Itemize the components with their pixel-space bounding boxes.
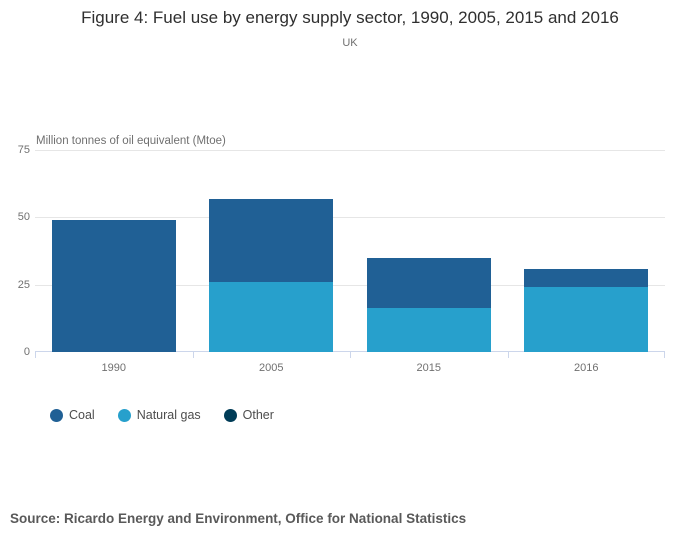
gridline-50: [35, 217, 665, 218]
legend-swatch-coal: [50, 408, 63, 422]
x-tick: [507, 352, 509, 358]
bar-segment-2016-coal[interactable]: [524, 268, 649, 288]
x-axis-label-2016: 2016: [574, 362, 599, 374]
y-axis-unit-label: Million tonnes of oil equivalent (Mtoe): [36, 135, 226, 147]
legend-label-coal: Coal: [69, 408, 95, 422]
x-tick: [664, 352, 665, 358]
legend-label-other: Other: [242, 408, 274, 422]
x-axis-label-2015: 2015: [416, 362, 441, 374]
y-tick-label-75: 75: [17, 144, 30, 156]
x-axis-label-1990: 1990: [101, 362, 126, 374]
bar-segment-2005-natural-gas[interactable]: [209, 281, 334, 352]
x-axis-label-2005: 2005: [259, 362, 284, 374]
y-tick-label-25: 25: [17, 278, 30, 291]
gridline-25: [35, 285, 665, 286]
bar-segment-2015-coal[interactable]: [366, 257, 491, 308]
bar-segment-2016-natural-gas[interactable]: [524, 287, 649, 352]
bar-segment-2005-coal[interactable]: [209, 198, 334, 282]
bar-1990: [51, 220, 176, 352]
y-tick-label-50: 50: [17, 211, 30, 224]
plot-area: 0 25 50 75 1990 2005 2015 2016: [18, 144, 665, 374]
figure-title: Figure 4: Fuel use by energy supply sect…: [81, 8, 619, 27]
bar-segment-1990-coal[interactable]: [51, 220, 176, 352]
bar-2016: [524, 268, 649, 352]
source-text: Source: Ricardo Energy and Environment, …: [10, 511, 467, 526]
legend-label-natural-gas: Natural gas: [136, 408, 201, 422]
gridline-75: [35, 150, 665, 151]
legend-swatch-natural-gas: [117, 408, 131, 422]
x-tick: [192, 352, 194, 358]
legend-item-coal[interactable]: Coal: [50, 408, 95, 422]
bar-2015: [366, 257, 491, 352]
bar-2005: [209, 198, 334, 352]
y-tick-label-0: 0: [23, 346, 30, 358]
bar-segment-2015-natural-gas[interactable]: [366, 307, 491, 352]
x-axis-line: [35, 351, 665, 352]
x-tick: [350, 352, 351, 358]
legend-swatch-other: [223, 408, 237, 422]
x-tick: [35, 352, 36, 358]
figure-subtitle: UK: [342, 37, 358, 49]
legend-item-natural-gas[interactable]: Natural gas: [117, 408, 201, 422]
legend: Coal Natural gas Other: [50, 408, 274, 422]
legend-item-other[interactable]: Other: [223, 408, 274, 422]
